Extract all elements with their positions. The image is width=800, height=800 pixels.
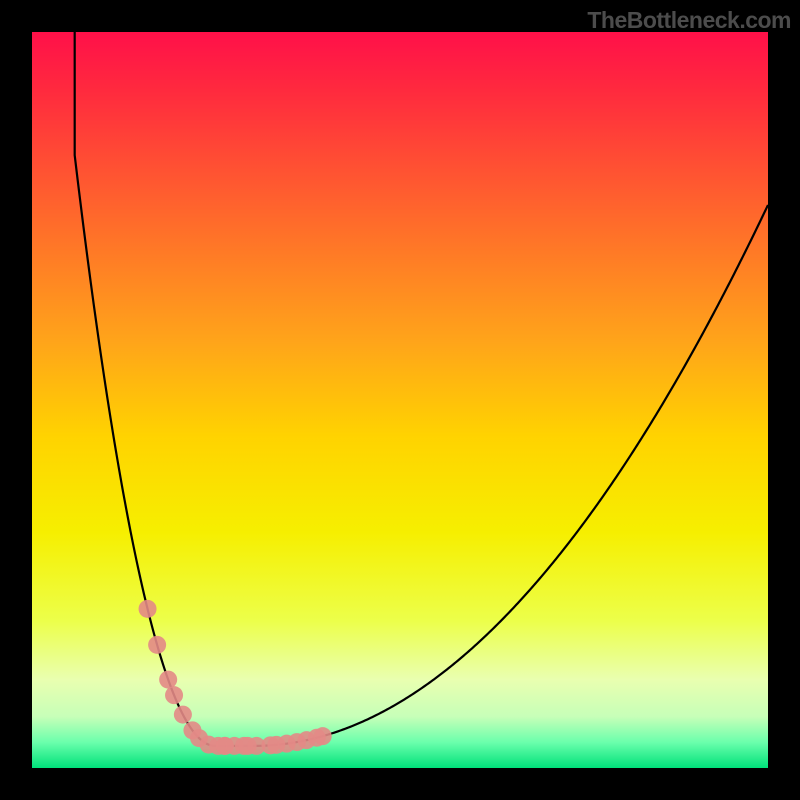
watermark-text: TheBottleneck.com bbox=[587, 7, 791, 34]
data-marker bbox=[314, 727, 332, 745]
data-marker bbox=[148, 636, 166, 654]
data-marker bbox=[139, 600, 157, 618]
data-marker bbox=[165, 686, 183, 704]
data-marker bbox=[174, 706, 192, 724]
plot-area bbox=[32, 32, 768, 768]
outer-frame: TheBottleneck.com bbox=[0, 0, 800, 800]
data-marker bbox=[159, 671, 177, 689]
chart-svg bbox=[32, 32, 768, 768]
bottleneck-curve bbox=[75, 32, 768, 746]
